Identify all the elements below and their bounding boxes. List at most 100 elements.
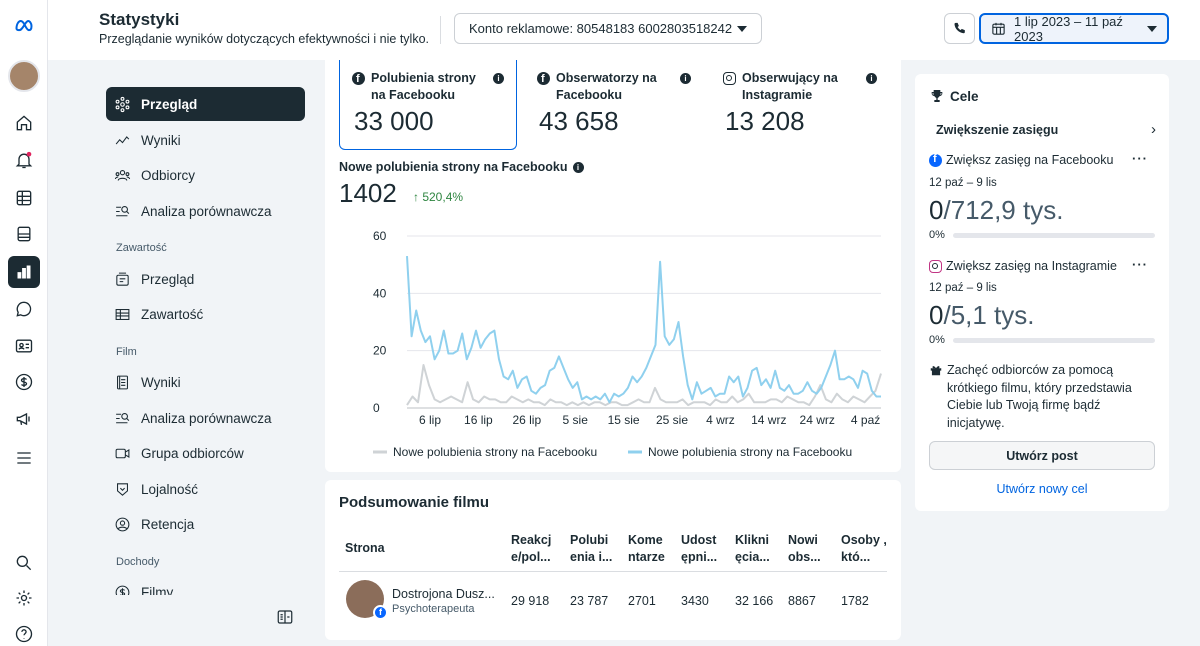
meta-logo-icon[interactable]: [8, 10, 40, 42]
pages-icon[interactable]: [8, 218, 40, 250]
date-range-dropdown[interactable]: 1 lip 2023 – 11 paź 2023: [979, 13, 1169, 44]
nav-film-audience[interactable]: Grupa odbiorców: [106, 436, 305, 470]
megaphone-icon[interactable]: [8, 403, 40, 435]
column-header-shares[interactable]: Udost ępni...: [681, 533, 718, 564]
nav-results[interactable]: Wyniki: [106, 123, 305, 157]
phone-button[interactable]: [944, 13, 975, 44]
profile-avatar[interactable]: [8, 60, 40, 92]
goal-fb-target: /712,9 tys.: [943, 195, 1064, 225]
metric-ig-followers[interactable]: Obserwujący na Instagramie i 13 208: [711, 60, 889, 150]
column-header-likes[interactable]: Polubi enia i...: [570, 533, 613, 564]
chart-change-badge: ↑ 520,4%: [413, 190, 464, 204]
goal-fb-progress-text: 0/712,9 tys.: [929, 195, 1063, 226]
create-new-goal-link[interactable]: Utwórz nowy cel: [996, 482, 1088, 496]
info-icon[interactable]: i: [493, 73, 504, 84]
nav-content[interactable]: Zawartość: [106, 297, 305, 331]
nav-loyalty[interactable]: Lojalność: [106, 472, 305, 506]
more-options-icon[interactable]: ···: [1132, 151, 1148, 166]
info-icon[interactable]: i: [866, 73, 877, 84]
benchmark-search-icon: [116, 205, 130, 216]
overview-card: Polubienia strony na Facebooku i 33 000 O…: [325, 60, 901, 472]
info-icon[interactable]: i: [680, 73, 691, 84]
film-benchmark-icon: [116, 412, 130, 423]
metric-label: Obserwatorzy na Facebooku: [556, 71, 657, 102]
nav-section-content: Zawartość: [116, 242, 167, 254]
column-header-page[interactable]: Strona: [345, 541, 385, 555]
nav-content-overview[interactable]: Przegląd: [106, 262, 305, 296]
dollar-coin-icon[interactable]: [8, 366, 40, 398]
column-header-new-followers[interactable]: Nowi obs...: [788, 533, 821, 564]
page-title: Statystyki: [99, 10, 180, 29]
column-header-reactions[interactable]: Reakcj e/pol...: [511, 533, 552, 564]
nav-audience-label: Odbiorcy: [141, 167, 196, 183]
nav-overview-label: Przegląd: [141, 96, 198, 112]
settings-gear-icon[interactable]: [8, 582, 40, 614]
insights-bar-chart-icon[interactable]: [8, 256, 40, 288]
nav-films[interactable]: Filmy: [106, 575, 305, 595]
ad-account-dropdown[interactable]: Konto reklamowe: 80548183 6002803518242: [454, 13, 762, 44]
goal-ig-reach[interactable]: Zwiększ zasięg na Instagramie: [929, 259, 1117, 273]
facebook-icon: [352, 71, 365, 88]
x-tick-label: 24 wrz: [800, 413, 835, 427]
series-line-2: [406, 256, 881, 404]
calendar-icon: [992, 22, 1005, 35]
help-question-icon[interactable]: [8, 618, 40, 646]
nav-film-results[interactable]: Wyniki: [106, 365, 305, 399]
page-category: Psychoterapeuta: [392, 603, 475, 615]
metric-fb-followers[interactable]: Obserwatorzy na Facebooku i 43 658: [525, 60, 703, 150]
legend-label: Nowe polubienia strony na Facebooku: [393, 445, 597, 459]
table-grid-icon[interactable]: [8, 182, 40, 214]
column-header-clicks[interactable]: Klikni ęcia...: [735, 533, 770, 564]
nav-content-label: Zawartość: [141, 306, 204, 322]
cell-clicks: 32 166: [735, 594, 774, 608]
goal-section-label: Zwiększenie zasięgu: [936, 123, 1059, 137]
column-header-comments[interactable]: Kome ntarze: [628, 533, 665, 564]
info-icon[interactable]: i: [572, 161, 584, 173]
content-overview-icon: [116, 272, 129, 286]
y-tick-label: 60: [373, 229, 387, 243]
x-tick-label: 25 sie: [656, 413, 688, 427]
nav-retention-label: Retencja: [141, 516, 195, 532]
chat-bubble-icon[interactable]: [8, 293, 40, 325]
home-icon[interactable]: [8, 107, 40, 139]
nav-section-film: Film: [116, 346, 137, 358]
contact-card-icon[interactable]: [8, 330, 40, 362]
facebook-icon: [929, 153, 942, 167]
nav-film-results-label: Wyniki: [141, 374, 181, 390]
goal-fb-reach[interactable]: Zwiększ zasięg na Facebooku: [929, 153, 1113, 167]
nav-film-benchmark-label: Analiza porównawcza: [141, 410, 272, 426]
y-tick-label: 0: [373, 401, 380, 415]
metric-fb-page-likes[interactable]: Polubienia strony na Facebooku i 33 000: [339, 60, 517, 150]
goal-ig-value: 0: [929, 300, 944, 330]
nav-retention[interactable]: Retencja: [106, 507, 305, 541]
goal-section-reach[interactable]: Zwiększenie zasięgu ›: [936, 121, 1156, 138]
search-icon[interactable]: [8, 547, 40, 579]
goal-fb-progress-bar: [953, 233, 1155, 238]
nav-film-benchmark[interactable]: Analiza porównawcza: [106, 401, 305, 435]
collapse-sidebar-button[interactable]: [276, 608, 294, 626]
page-name[interactable]: Dostrojona Dusz...: [392, 587, 495, 601]
menu-hamburger-icon[interactable]: [8, 442, 40, 474]
x-tick-label: 4 paź: [851, 413, 880, 427]
chevron-right-icon: ›: [1151, 121, 1156, 138]
dollar-icon: [115, 585, 130, 595]
goals-header: Cele: [929, 88, 979, 104]
cell-shares: 3430: [681, 594, 709, 608]
more-options-icon[interactable]: ···: [1132, 257, 1148, 272]
nav-audience[interactable]: Odbiorcy: [106, 158, 305, 192]
goal-ig-percent: 0%: [929, 334, 945, 346]
nav-results-label: Wyniki: [141, 132, 181, 148]
nav-overview[interactable]: Przegląd: [106, 87, 305, 121]
notifications-bell-icon[interactable]: [8, 144, 40, 176]
column-header-people[interactable]: Osoby , któ...: [841, 533, 887, 564]
goals-card: Cele Zwiększenie zasięgu › Zwiększ zasię…: [915, 74, 1169, 511]
chart-total-value: 1402: [339, 178, 397, 208]
chart-title-text: Nowe polubienia strony na Facebooku: [339, 160, 568, 174]
cell-new-followers: 8867: [788, 594, 816, 608]
page-subtitle: Przeglądanie wyników dotyczących efektyw…: [99, 32, 430, 46]
create-post-button[interactable]: Utwórz post: [929, 441, 1155, 470]
nav-benchmark[interactable]: Analiza porównawcza: [106, 194, 305, 228]
table-divider: [339, 571, 887, 572]
y-tick-label: 40: [373, 286, 387, 300]
ad-account-label: Konto reklamowe: 80548183 6002803518242: [469, 21, 733, 36]
